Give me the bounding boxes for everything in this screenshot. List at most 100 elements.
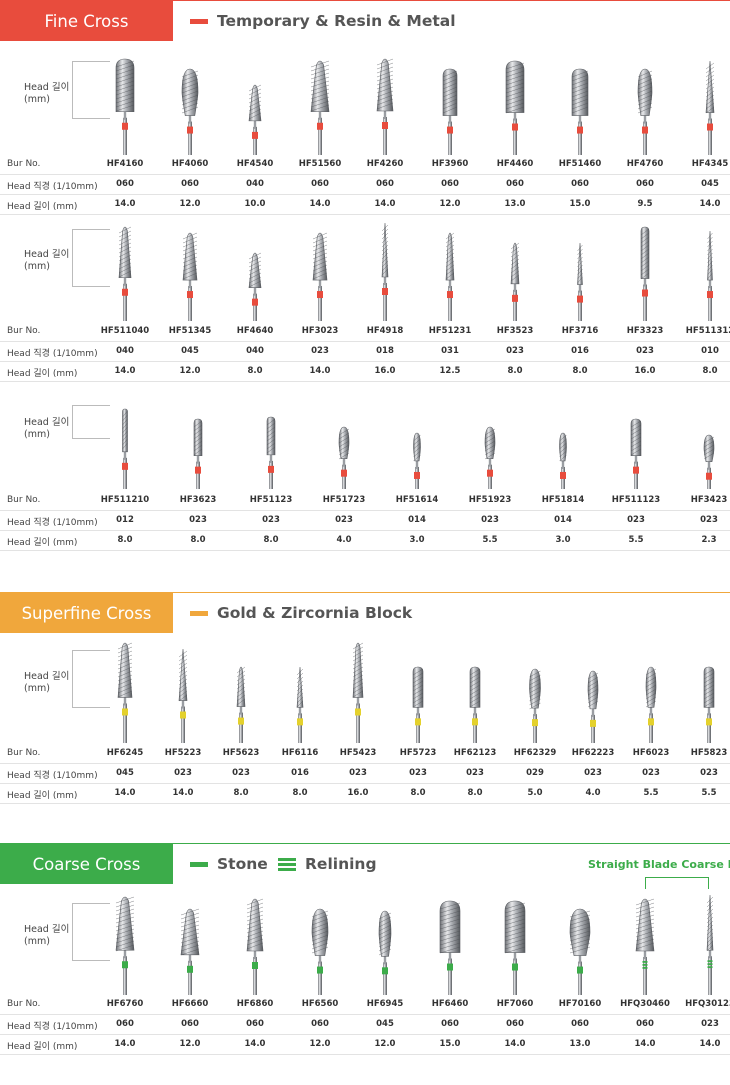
bur-number: HF4260 xyxy=(366,159,404,169)
bur-number: HF62329 xyxy=(513,748,557,758)
spec-value: 040 xyxy=(246,179,264,189)
spec-value: 15.0 xyxy=(569,199,591,209)
dental-bur-icon xyxy=(352,642,364,743)
spec-value: 060 xyxy=(181,179,199,189)
bur-number: HFQ30460 xyxy=(620,999,670,1009)
bur-number: HF51231 xyxy=(428,326,472,336)
bur-number: HF5723 xyxy=(399,748,437,758)
bur-number: HFQ30123 xyxy=(685,999,730,1009)
head-length-bracket xyxy=(72,903,110,961)
table-row: Head 길이 (mm) 14.0 12.0 10.0 14.0 14.0 12.0 13.0… xyxy=(0,195,730,215)
spec-value: 060 xyxy=(636,179,654,189)
bur-number: HF511312 xyxy=(685,326,730,336)
dental-bur-icon xyxy=(705,60,715,155)
yellow-swatch-icon xyxy=(190,610,208,616)
bur-number: HF6116 xyxy=(281,748,319,758)
spec-value: 5.5 xyxy=(643,788,659,798)
dental-bur-icon xyxy=(640,226,650,321)
spec-value: 12.0 xyxy=(439,199,461,209)
spec-value: 8.0 xyxy=(702,366,718,376)
spec-value: 12.5 xyxy=(439,366,461,376)
bur-number: HF4345 xyxy=(691,159,729,169)
spec-value: 8.0 xyxy=(507,366,523,376)
dental-bur-icon xyxy=(439,900,461,995)
bur-number: HF6245 xyxy=(106,748,144,758)
dental-bur-icon xyxy=(706,894,714,995)
table-row: Head 길이 (mm) 14.0 12.0 14.0 12.0 12.0 15.0 14.0… xyxy=(0,1035,730,1055)
bur-number: HF4460 xyxy=(496,159,534,169)
dental-bur-icon xyxy=(381,222,389,321)
spec-value: 14.0 xyxy=(309,199,331,209)
dental-bur-icon xyxy=(412,666,424,743)
dental-bur-icon xyxy=(117,642,133,743)
bur-number: HF4640 xyxy=(236,326,274,336)
dental-bur-icon xyxy=(577,242,583,321)
spec-value: 8.0 xyxy=(117,535,133,545)
row-label: Head 길이 (mm) xyxy=(7,1042,78,1052)
spec-value: 9.5 xyxy=(637,199,653,209)
spec-value: 040 xyxy=(246,346,264,356)
table-row: Head 길이 (mm) 14.0 14.0 8.0 8.0 16.0 8.0 8.0 5.0 4… xyxy=(0,784,730,804)
dental-bur-icon xyxy=(645,666,657,743)
spec-value: 4.0 xyxy=(336,535,352,545)
spec-value: 2.3 xyxy=(701,535,717,545)
spec-value: 060 xyxy=(311,179,329,189)
spec-value: 8.0 xyxy=(572,366,588,376)
spec-value: 5.5 xyxy=(628,535,644,545)
table-row: Bur No. HF4160 HF4060 HF4540 HF51560 HF4260 HF… xyxy=(0,155,730,175)
spec-value: 023 xyxy=(262,515,280,525)
spec-value: 045 xyxy=(181,346,199,356)
bur-number: HF51923 xyxy=(468,495,512,505)
dental-bur-icon xyxy=(178,648,188,743)
bur-number: HF6460 xyxy=(431,999,469,1009)
spec-value: 12.0 xyxy=(179,1039,201,1049)
spec-value: 023 xyxy=(335,515,353,525)
superfine-cross-legend: Gold & Zircornia Block xyxy=(190,593,412,633)
bur-number: HF7060 xyxy=(496,999,534,1009)
head-length-label: Head 길이 (mm) xyxy=(24,249,70,272)
row-label: Bur No. xyxy=(7,159,41,169)
dental-bur-icon xyxy=(236,666,246,743)
dental-bur-icon xyxy=(378,910,392,995)
spec-value: 14.0 xyxy=(699,199,721,209)
dental-bur-icon xyxy=(569,908,591,995)
dental-bur-icon xyxy=(505,60,525,155)
dental-bur-icon xyxy=(310,60,330,155)
spec-value: 14.0 xyxy=(114,788,136,798)
spec-value: 023 xyxy=(174,768,192,778)
dental-bur-icon xyxy=(630,418,642,489)
spec-value: 13.0 xyxy=(569,1039,591,1049)
bur-number: HF5823 xyxy=(690,748,728,758)
bur-number: HF6860 xyxy=(236,999,274,1009)
spec-value: 060 xyxy=(441,179,459,189)
row-label: Head 길이 (mm) xyxy=(7,538,78,548)
fine-cross-legend-label: Temporary & Resin & Metal xyxy=(217,12,456,30)
red-swatch-icon xyxy=(190,18,208,24)
spec-value: 15.0 xyxy=(439,1039,461,1049)
spec-value: 014 xyxy=(408,515,426,525)
dental-bur-icon xyxy=(442,68,458,155)
head-length-bracket xyxy=(72,229,110,287)
spec-value: 060 xyxy=(376,179,394,189)
dental-bur-icon xyxy=(115,58,135,155)
dental-bur-icon xyxy=(529,668,541,743)
straight-blade-bracket xyxy=(645,877,709,889)
bur-number: HF51723 xyxy=(322,495,366,505)
superfine-cross-header: Superfine Cross Gold & Zircornia Block xyxy=(0,592,730,633)
spec-value: 023 xyxy=(642,768,660,778)
dental-bur-icon xyxy=(445,232,455,321)
dental-bur-icon xyxy=(338,426,350,489)
spec-value: 14.0 xyxy=(634,1039,656,1049)
row-label: Head 직경 (1/10mm) xyxy=(7,518,98,528)
striped-green-swatch-icon xyxy=(278,857,296,871)
spec-value: 018 xyxy=(376,346,394,356)
table-row: Head 길이 (mm) 14.0 12.0 8.0 14.0 16.0 12.5 8.0 8.… xyxy=(0,362,730,382)
bur-number: HF3960 xyxy=(431,159,469,169)
bur-number: HF3323 xyxy=(626,326,664,336)
dental-bur-icon xyxy=(571,68,589,155)
table-row: Bur No. HF511210 HF3623 HF51123 HF51723 HF516… xyxy=(0,491,730,511)
bur-number: HF3023 xyxy=(301,326,339,336)
dental-bur-icon xyxy=(587,670,599,743)
table-row: Head 직경 (1/10mm) 040 045 040 023 018 031 023 016… xyxy=(0,342,730,362)
spec-value: 14.0 xyxy=(309,366,331,376)
